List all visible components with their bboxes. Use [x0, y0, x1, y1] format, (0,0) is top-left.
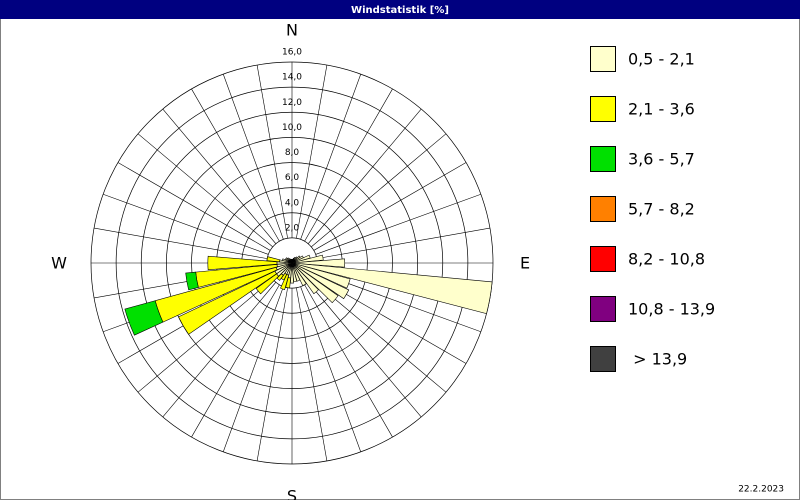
spoke	[117, 162, 271, 251]
direction-label: S	[287, 487, 297, 500]
wind-segment	[185, 271, 199, 291]
spoke	[191, 88, 280, 242]
grid-ring	[191, 162, 393, 364]
spoke	[137, 278, 273, 393]
spoke	[222, 286, 284, 452]
legend-label: 8,2 - 10,8	[628, 250, 705, 269]
legend-swatch	[590, 146, 616, 172]
spoke	[162, 282, 277, 418]
spoke	[307, 108, 422, 244]
r-tick-label: 2,0	[285, 223, 300, 233]
legend-label: 10,8 - 13,9	[628, 300, 715, 319]
legend-label: > 13,9	[628, 350, 687, 369]
r-tick-label: 6,0	[285, 173, 300, 183]
r-tick-label: 12,0	[282, 98, 302, 108]
spoke	[304, 284, 393, 438]
r-tick-label: 10,0	[282, 123, 302, 133]
legend-swatch	[590, 346, 616, 372]
legend-swatch	[590, 196, 616, 222]
direction-label: W	[51, 254, 67, 273]
direction-label: E	[520, 254, 530, 273]
wind-segment	[124, 300, 164, 336]
legend-label: 0,5 - 2,1	[628, 50, 695, 69]
legend-swatch	[590, 296, 616, 322]
date: 22.2.2023	[738, 485, 784, 495]
grid-ring	[166, 137, 418, 389]
spoke	[296, 287, 328, 462]
spoke	[300, 74, 362, 240]
spoke	[256, 64, 288, 239]
chart-title: Windstatistik [%]	[351, 5, 449, 16]
spoke	[162, 108, 277, 244]
legend-label: 3,6 - 5,7	[628, 150, 695, 169]
legend-swatch	[590, 46, 616, 72]
wind-segment	[290, 258, 293, 264]
wind-segment	[291, 262, 493, 315]
legend-swatch	[590, 96, 616, 122]
spoke	[315, 193, 481, 255]
spoke	[313, 162, 467, 251]
spoke	[103, 193, 269, 255]
grid-ring	[115, 86, 469, 440]
spoke	[256, 287, 288, 462]
direction-label: N	[286, 21, 298, 40]
title-bar	[0, 0, 800, 19]
legend-label: 5,7 - 8,2	[628, 200, 695, 219]
r-tick-label: 16,0	[282, 48, 302, 58]
grid-ring	[140, 111, 444, 415]
spoke	[296, 64, 328, 239]
spoke	[304, 88, 393, 242]
legend-label: 2,1 - 3,6	[628, 100, 695, 119]
spoke	[300, 286, 362, 452]
spoke	[311, 133, 447, 248]
legend-swatch	[590, 246, 616, 272]
r-tick-label: 14,0	[282, 73, 302, 83]
spoke	[307, 282, 422, 418]
r-tick-label: 8,0	[285, 148, 300, 158]
spoke	[316, 227, 491, 259]
spoke	[93, 227, 268, 259]
spoke	[222, 74, 284, 240]
r-tick-label: 4,0	[285, 198, 300, 208]
spoke	[137, 133, 273, 248]
wind-segment	[266, 256, 281, 263]
spoke	[191, 284, 280, 438]
grid-ring	[90, 61, 494, 465]
